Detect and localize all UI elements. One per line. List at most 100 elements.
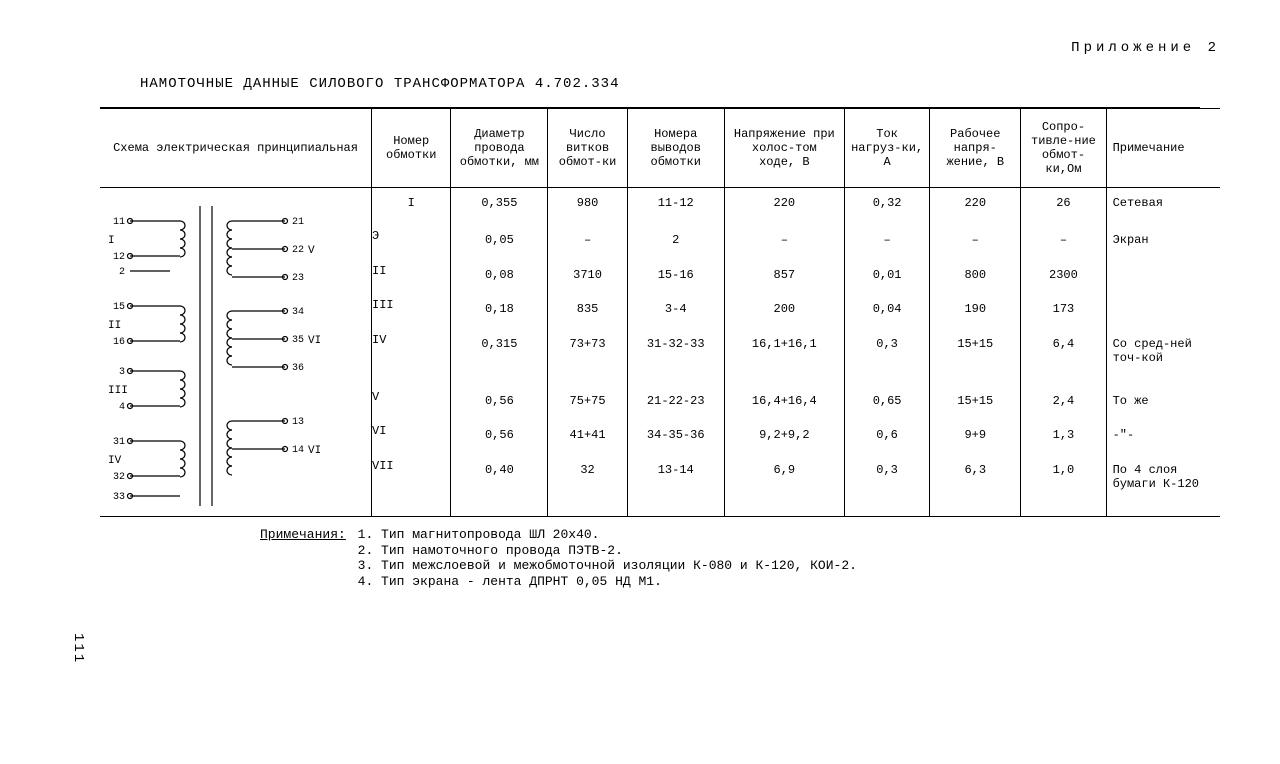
table-cell: 0,355 (451, 188, 548, 230)
table-cell: 16,1+16,1 (724, 333, 844, 390)
column-header: Напряжение при холос-том ходе, В (724, 109, 844, 188)
svg-text:22: 22 (292, 245, 304, 256)
table-cell: 0,56 (451, 390, 548, 425)
column-header: Рабочее напря-жение, В (930, 109, 1021, 188)
table-cell: 1,0 (1021, 459, 1106, 517)
table-cell: 13-14 (627, 459, 724, 517)
table-cell: 26 (1021, 188, 1106, 230)
table-cell: IV (372, 333, 451, 390)
table-cell: 3710 (548, 264, 627, 299)
svg-text:16: 16 (113, 337, 125, 348)
table-cell: 220 (930, 188, 1021, 230)
svg-text:32: 32 (113, 472, 125, 483)
table-cell: 0,3 (844, 459, 929, 517)
svg-text:4: 4 (119, 402, 125, 413)
table-cell: То же (1106, 390, 1220, 425)
table-cell: 0,05 (451, 229, 548, 264)
table-cell: 9+9 (930, 424, 1021, 459)
schematic-diagram: 1112I21516II34III3132IV33212223V343536VI… (100, 196, 320, 516)
table-cell: 16,4+16,4 (724, 390, 844, 425)
column-header: Номер обмотки (372, 109, 451, 188)
svg-text:2: 2 (119, 267, 125, 278)
table-cell: 0,32 (844, 188, 929, 230)
column-header: Диаметр провода обмотки, мм (451, 109, 548, 188)
svg-text:13: 13 (292, 417, 304, 428)
table-cell: 11-12 (627, 188, 724, 230)
appendix-label: Приложение 2 (60, 40, 1220, 56)
notes-block: Примечания: 1. Тип магнитопровода ШЛ 20х… (260, 527, 1220, 589)
svg-text:V: V (308, 245, 315, 257)
table-cell: 6,3 (930, 459, 1021, 517)
svg-text:II: II (108, 320, 121, 332)
table-cell: 220 (724, 188, 844, 230)
note-item: 2. Тип намоточного провода ПЭТВ-2. (358, 543, 857, 559)
table-cell: VI (372, 424, 451, 459)
table-cell: 31-32-33 (627, 333, 724, 390)
table-cell: 41+41 (548, 424, 627, 459)
winding-data-table: Схема электрическая принципиальнаяНомер … (100, 108, 1220, 517)
table-cell: III (372, 298, 451, 333)
svg-text:21: 21 (292, 217, 304, 228)
table-cell: 200 (724, 298, 844, 333)
svg-text:I: I (108, 235, 115, 247)
table-cell (1106, 264, 1220, 299)
table-cell: 15-16 (627, 264, 724, 299)
table-cell: 75+75 (548, 390, 627, 425)
svg-text:36: 36 (292, 363, 304, 374)
table-cell: 34-35-36 (627, 424, 724, 459)
table-cell: 32 (548, 459, 627, 517)
table-cell: 2 (627, 229, 724, 264)
table-cell: 0,315 (451, 333, 548, 390)
table-cell: 0,08 (451, 264, 548, 299)
table-cell: 2300 (1021, 264, 1106, 299)
column-header: Примечание (1106, 109, 1220, 188)
table-cell: 173 (1021, 298, 1106, 333)
table-cell: 0,40 (451, 459, 548, 517)
svg-text:VI: VI (308, 335, 320, 347)
table-cell: 1,3 (1021, 424, 1106, 459)
table-cell: Сетевая (1106, 188, 1220, 230)
column-header: Ток нагруз-ки, А (844, 109, 929, 188)
table-cell: 15+15 (930, 333, 1021, 390)
svg-text:III: III (108, 385, 128, 397)
table-row: 1112I21516II34III3132IV33212223V343536VI… (100, 188, 1220, 230)
table-cell: 15+15 (930, 390, 1021, 425)
table-cell: 73+73 (548, 333, 627, 390)
svg-text:15: 15 (113, 302, 125, 313)
note-item: 4. Тип экрана - лента ДПРНТ 0,05 НД М1. (358, 574, 857, 590)
note-item: 1. Тип магнитопровода ШЛ 20х40. (358, 527, 857, 543)
column-header: Схема электрическая принципиальная (100, 109, 372, 188)
table-cell: Со сред-ней точ-кой (1106, 333, 1220, 390)
table-cell: 0,18 (451, 298, 548, 333)
table-cell: – (844, 229, 929, 264)
table-cell: VII (372, 459, 451, 517)
svg-text:VII: VII (308, 445, 320, 457)
table-cell: 6,4 (1021, 333, 1106, 390)
table-cell: – (1021, 229, 1106, 264)
svg-text:31: 31 (113, 437, 125, 448)
table-cell: 190 (930, 298, 1021, 333)
table-cell (1106, 298, 1220, 333)
column-header: Номера выводов обмотки (627, 109, 724, 188)
column-header: Сопро-тивле-ние обмот-ки,Ом (1021, 109, 1106, 188)
table-cell: – (548, 229, 627, 264)
table-cell: 9,2+9,2 (724, 424, 844, 459)
document-title: НАМОТОЧНЫЕ ДАННЫЕ СИЛОВОГО ТРАНСФОРМАТОР… (140, 76, 1220, 92)
table-cell: 0,3 (844, 333, 929, 390)
table-cell: – (930, 229, 1021, 264)
table-cell: 6,9 (724, 459, 844, 517)
svg-text:34: 34 (292, 307, 304, 318)
svg-text:23: 23 (292, 273, 304, 284)
svg-text:33: 33 (113, 492, 125, 503)
page-number: 111 (70, 633, 86, 664)
column-header: Число витков обмот-ки (548, 109, 627, 188)
table-cell: 2,4 (1021, 390, 1106, 425)
table-cell: Э (372, 229, 451, 264)
table-cell: 857 (724, 264, 844, 299)
table-cell: 800 (930, 264, 1021, 299)
table-cell: I (372, 188, 451, 230)
notes-label: Примечания: (260, 527, 346, 542)
table-cell: II (372, 264, 451, 299)
table-cell: Экран (1106, 229, 1220, 264)
table-cell: -"- (1106, 424, 1220, 459)
